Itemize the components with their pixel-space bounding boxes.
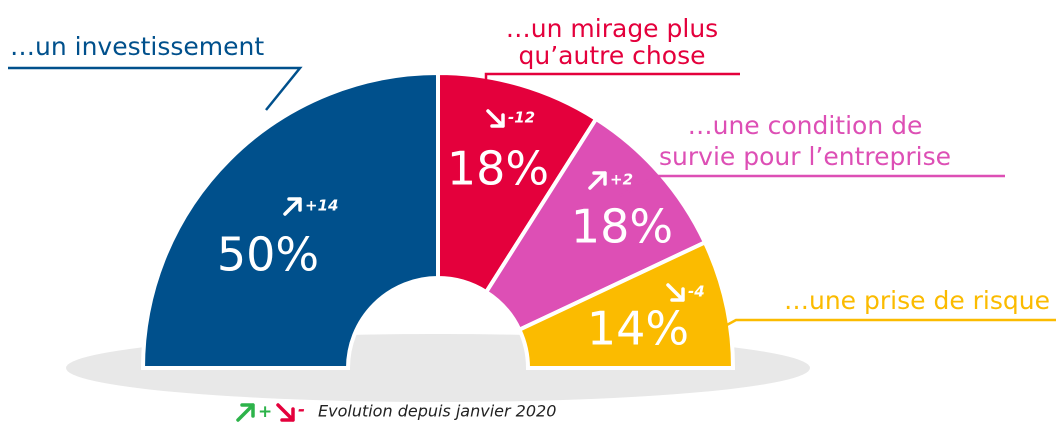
value-label: 14% (587, 302, 689, 356)
leader-line (619, 174, 1005, 198)
change-arrow (486, 109, 505, 128)
category-label: …un mirage plus (506, 14, 718, 43)
category-label: …une prise de risque (784, 286, 1050, 315)
slice (140, 70, 440, 370)
category-label: survie pour l’entreprise (659, 142, 951, 171)
leader-line (713, 318, 1056, 334)
legend-decrease: - (298, 400, 305, 420)
legend-increase: + (258, 402, 272, 422)
legend-arrow (236, 403, 255, 422)
slice (436, 70, 599, 295)
category-label: qu’autre chose (519, 41, 706, 70)
category-label: …un investissement (10, 32, 264, 61)
change-label: -12 (508, 109, 535, 127)
value-label: 50% (217, 228, 319, 282)
legend-text: Evolution depuis janvier 2020 (318, 402, 556, 421)
change-arrow (666, 283, 685, 302)
category-label: …une condition de (688, 111, 923, 140)
change-label: +2 (610, 171, 633, 189)
change-arrow (588, 171, 607, 190)
change-label: -4 (688, 283, 705, 301)
value-label: 18% (447, 142, 549, 196)
legend-arrow (276, 403, 295, 422)
change-label: +14 (305, 197, 338, 215)
slice (516, 239, 736, 370)
leader-line (484, 72, 740, 90)
slice (483, 116, 708, 333)
change-arrow (283, 197, 302, 216)
value-label: 18% (571, 200, 673, 254)
leader-line (8, 66, 303, 111)
